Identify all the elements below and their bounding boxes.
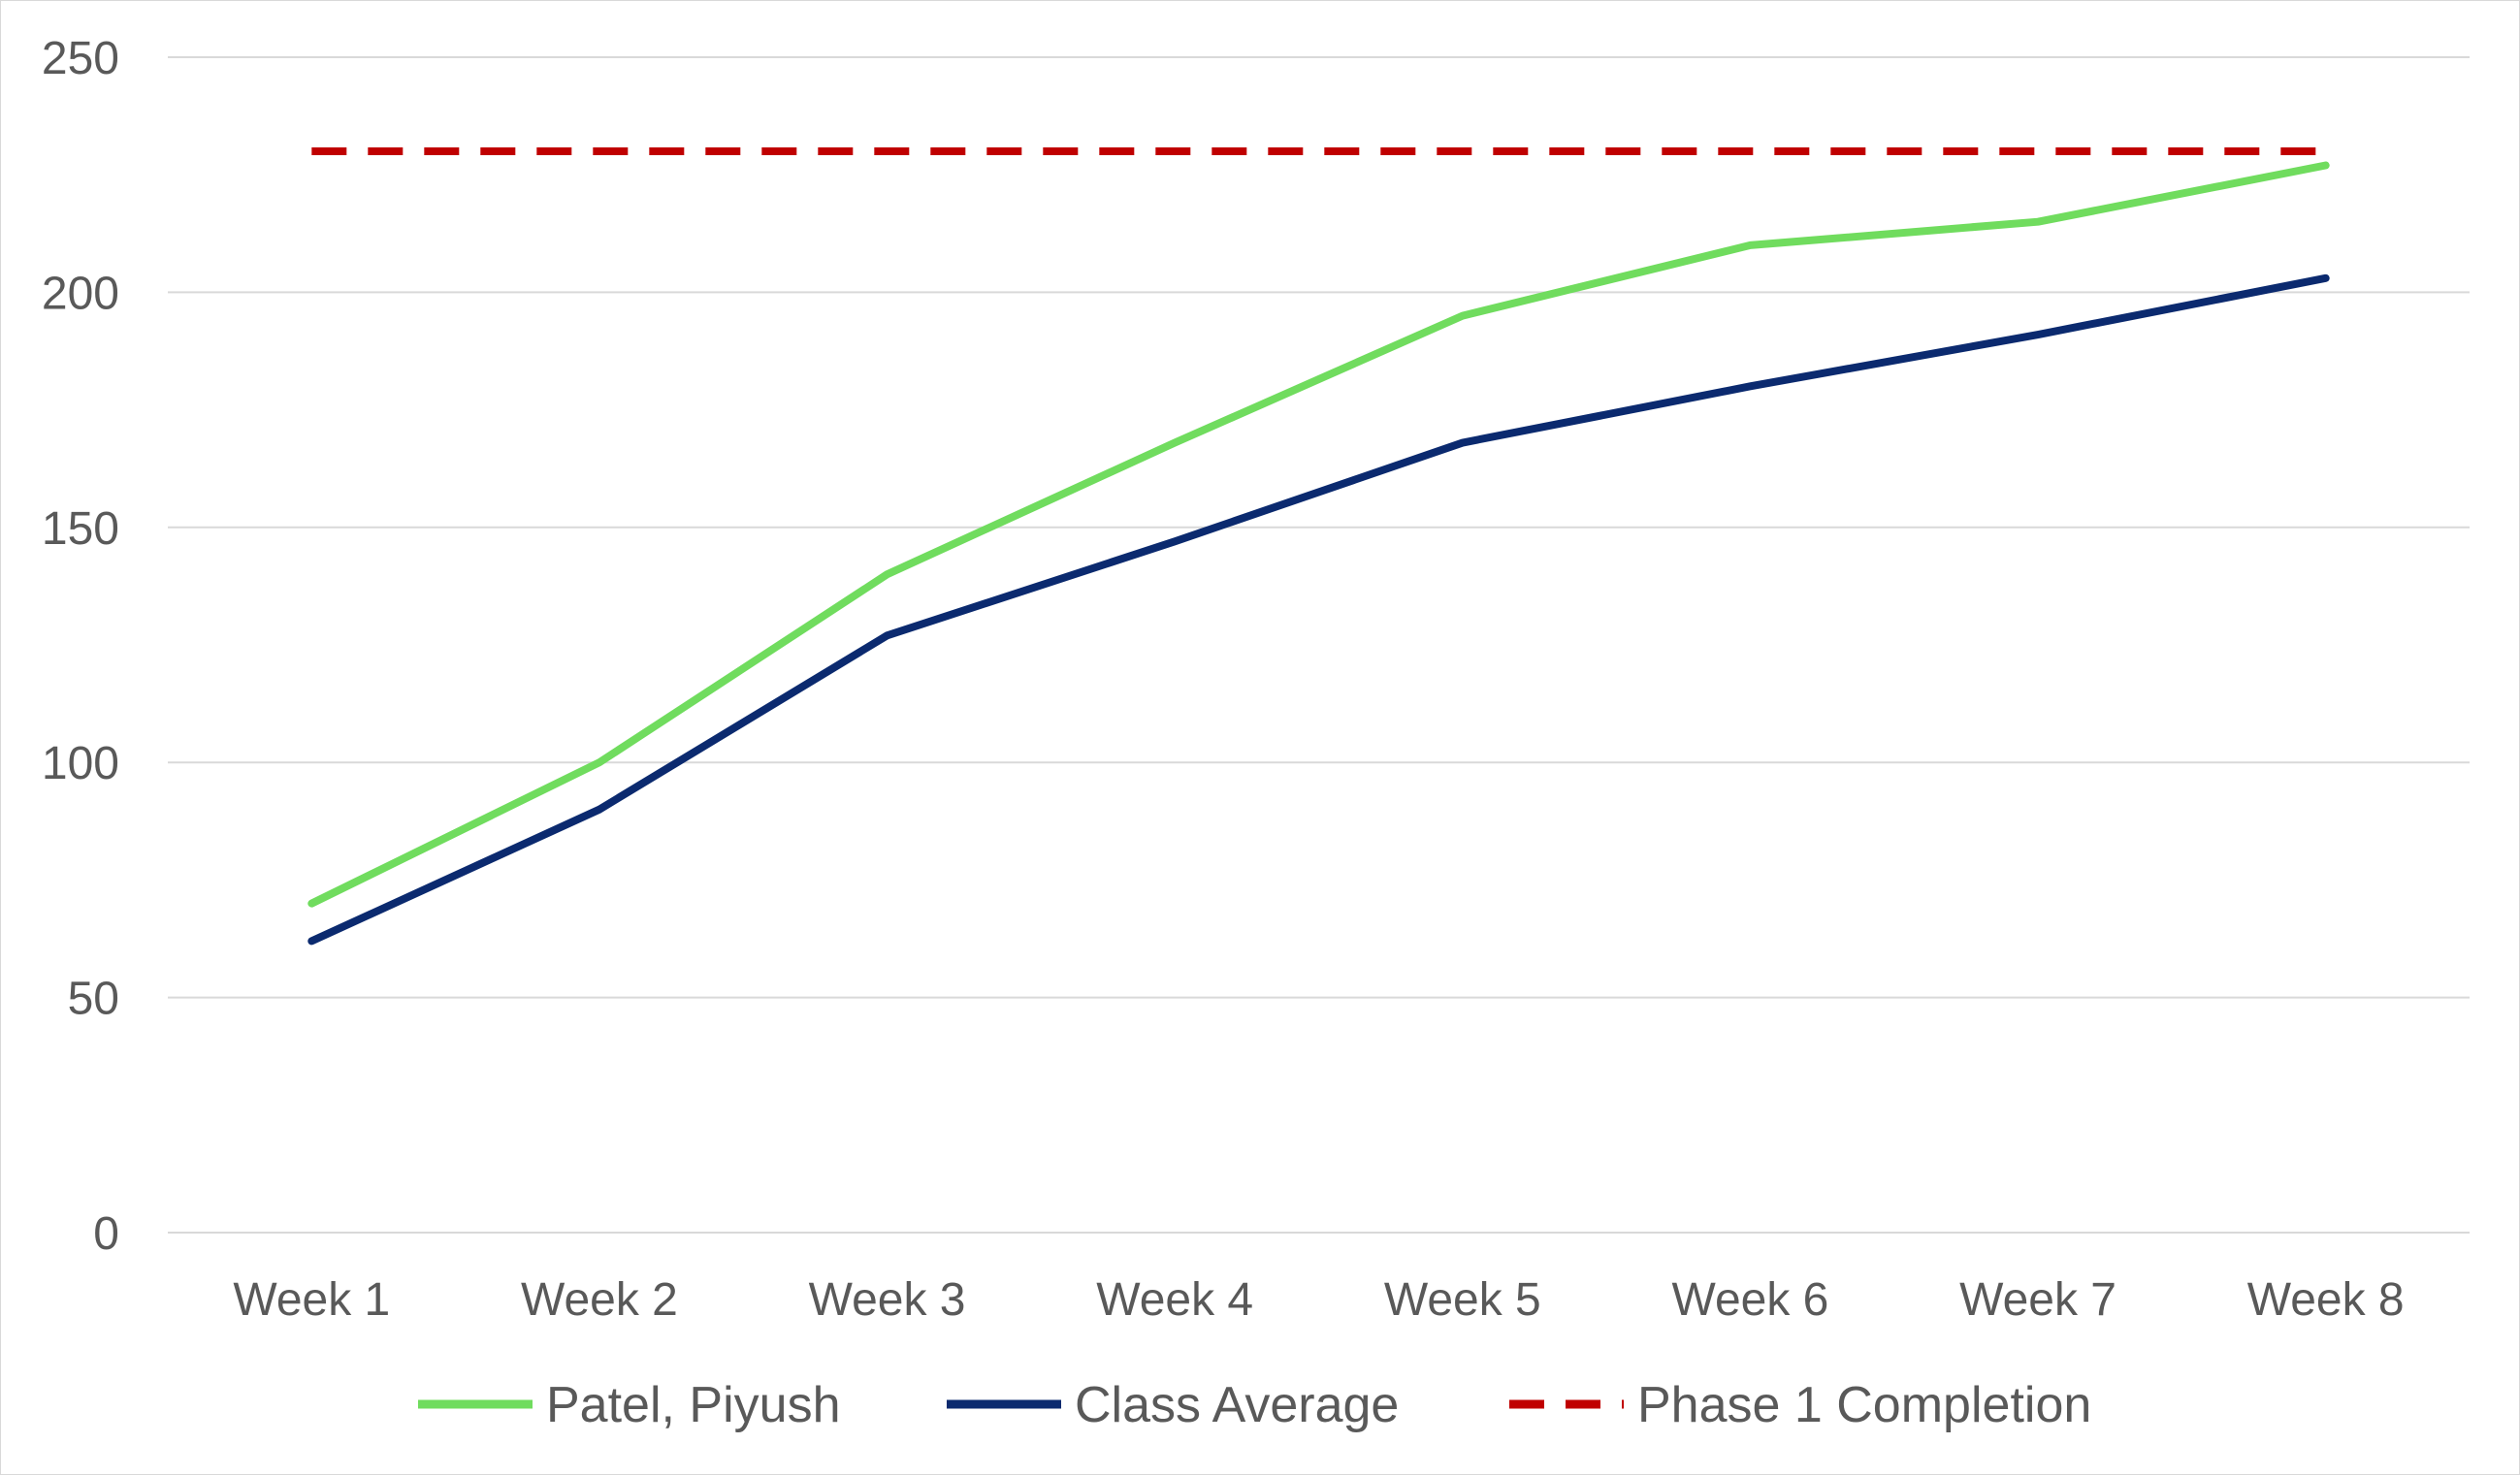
y-tick-label: 150 [42,503,119,555]
series-line-class-average [307,273,2330,946]
x-tick-label: Week 3 [809,1274,966,1326]
legend-label: Phase 1 Completion [1637,1377,2091,1433]
y-tick-label: 200 [42,268,119,319]
y-axis-labels: 0 50 100 150 200 250 [42,33,119,1260]
legend: Patel, Piyush Class Average Phase 1 Comple… [418,1377,2091,1433]
y-tick-label: 0 [93,1208,119,1260]
legend-item-phase-1-completion: Phase 1 Completion [1509,1377,2091,1433]
x-tick-label: Week 6 [1672,1274,1829,1326]
x-tick-label: Week 1 [233,1274,390,1326]
legend-label: Class Average [1075,1377,1399,1433]
x-tick-label: Week 5 [1384,1274,1541,1326]
y-tick-label: 100 [42,738,119,789]
y-tick-label: 50 [68,974,119,1025]
x-tick-label: Week 7 [1959,1274,2116,1326]
x-tick-label: Week 2 [521,1274,678,1326]
y-tick-label: 250 [42,33,119,84]
x-axis-labels: Week 1 Week 2 Week 3 Week 4 Week 5 Week 6 Week… [233,1274,2404,1326]
legend-item-patel-piyush: Patel, Piyush [418,1377,841,1433]
legend-item-class-average: Class Average [947,1377,1399,1433]
x-axis: Week 1 Week 2 Week 3 Week 4 Week 5 Week 6 Week… [168,1232,2470,1326]
gridlines [168,56,2470,999]
x-tick-label: Week 4 [1096,1274,1253,1326]
plot-series [307,146,2330,946]
legend-label: Patel, Piyush [546,1377,841,1433]
x-tick-label: Week 8 [2247,1274,2405,1326]
series-line-patel-piyush [307,161,2330,908]
